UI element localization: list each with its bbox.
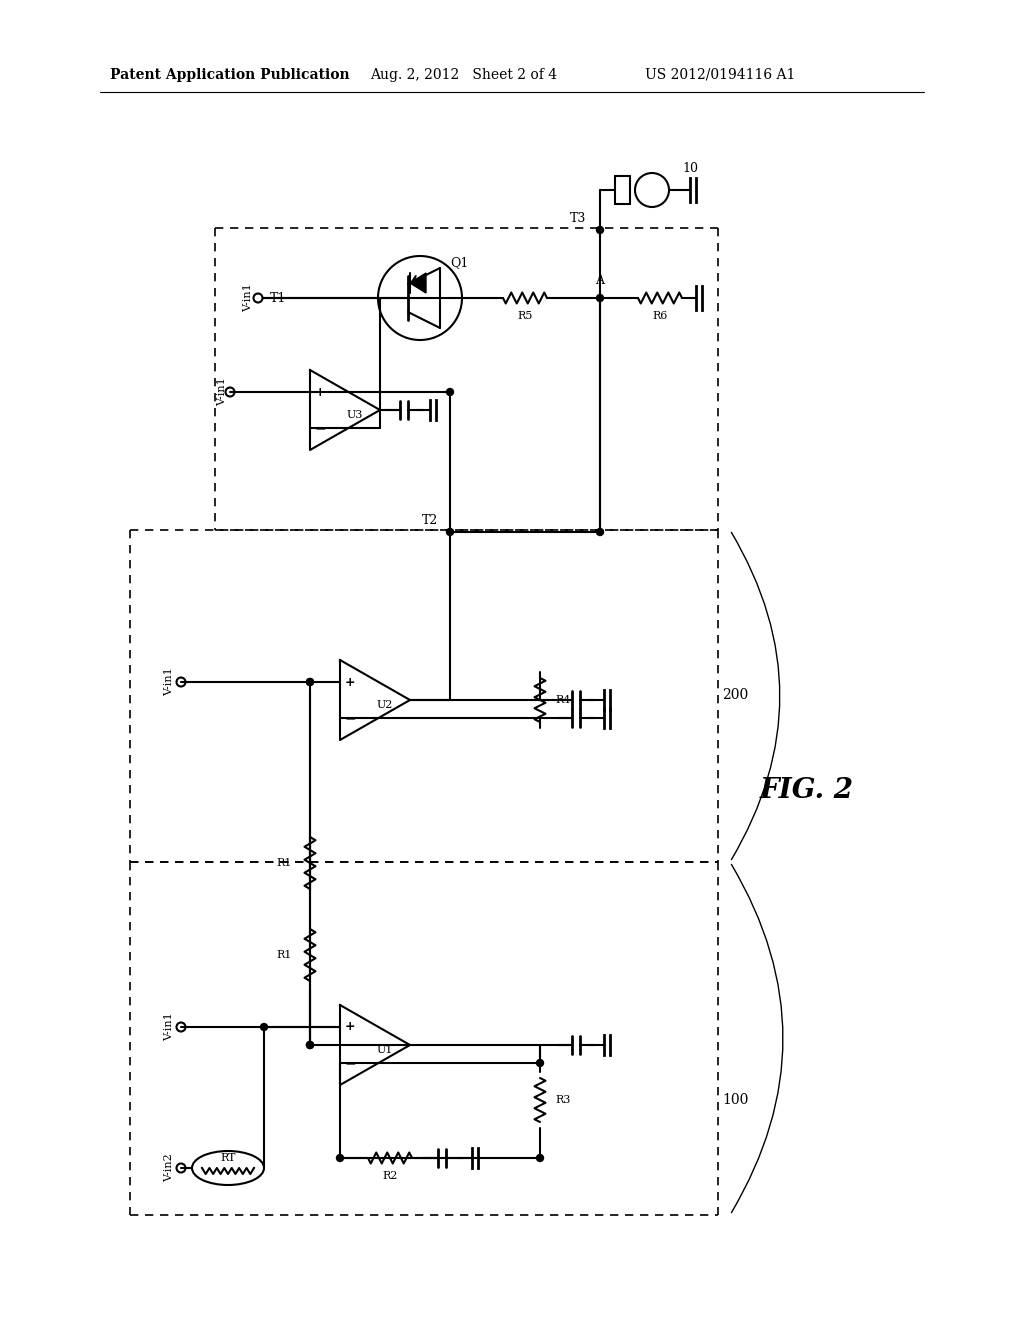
- Circle shape: [537, 1155, 544, 1162]
- Text: 200: 200: [722, 688, 749, 702]
- Circle shape: [306, 678, 313, 685]
- Circle shape: [260, 1023, 267, 1031]
- Text: T3: T3: [569, 211, 586, 224]
- Text: V-in2: V-in2: [164, 1154, 174, 1183]
- Circle shape: [306, 1041, 313, 1048]
- Text: −: −: [344, 711, 355, 725]
- Circle shape: [446, 388, 454, 396]
- Text: Aug. 2, 2012   Sheet 2 of 4: Aug. 2, 2012 Sheet 2 of 4: [370, 69, 557, 82]
- Text: R2: R2: [382, 1171, 397, 1181]
- Text: RT: RT: [220, 1152, 236, 1163]
- Text: U2: U2: [377, 700, 393, 710]
- Circle shape: [306, 678, 313, 685]
- Text: +: +: [345, 676, 355, 689]
- Circle shape: [597, 528, 603, 536]
- Text: T2: T2: [422, 513, 438, 527]
- Text: U3: U3: [347, 411, 364, 420]
- Circle shape: [597, 294, 603, 301]
- Text: +: +: [314, 385, 326, 399]
- Polygon shape: [410, 273, 426, 293]
- Text: −: −: [344, 1056, 355, 1071]
- Text: R3: R3: [555, 1096, 570, 1105]
- Circle shape: [337, 1155, 343, 1162]
- Text: R6: R6: [652, 312, 668, 321]
- Text: R5: R5: [517, 312, 532, 321]
- Text: US 2012/0194116 A1: US 2012/0194116 A1: [645, 69, 796, 82]
- Text: T1: T1: [270, 292, 287, 305]
- Text: R4: R4: [555, 696, 570, 705]
- Text: V-in1: V-in1: [217, 378, 227, 407]
- Text: Patent Application Publication: Patent Application Publication: [110, 69, 349, 82]
- Text: Q1: Q1: [450, 256, 468, 269]
- Text: −: −: [314, 421, 326, 436]
- Text: V-in1: V-in1: [164, 668, 174, 697]
- Text: R1: R1: [276, 858, 292, 869]
- Text: +: +: [345, 1020, 355, 1034]
- Circle shape: [537, 1060, 544, 1067]
- Text: U1: U1: [377, 1045, 393, 1055]
- Circle shape: [597, 227, 603, 234]
- Circle shape: [306, 1041, 313, 1048]
- Text: V-in1: V-in1: [243, 284, 253, 313]
- Text: A: A: [596, 273, 604, 286]
- Text: 100: 100: [722, 1093, 749, 1107]
- Text: FIG. 2: FIG. 2: [760, 776, 854, 804]
- Text: R1: R1: [276, 950, 292, 960]
- Circle shape: [446, 528, 454, 536]
- Text: V-in1: V-in1: [164, 1012, 174, 1041]
- Text: 10: 10: [682, 161, 698, 174]
